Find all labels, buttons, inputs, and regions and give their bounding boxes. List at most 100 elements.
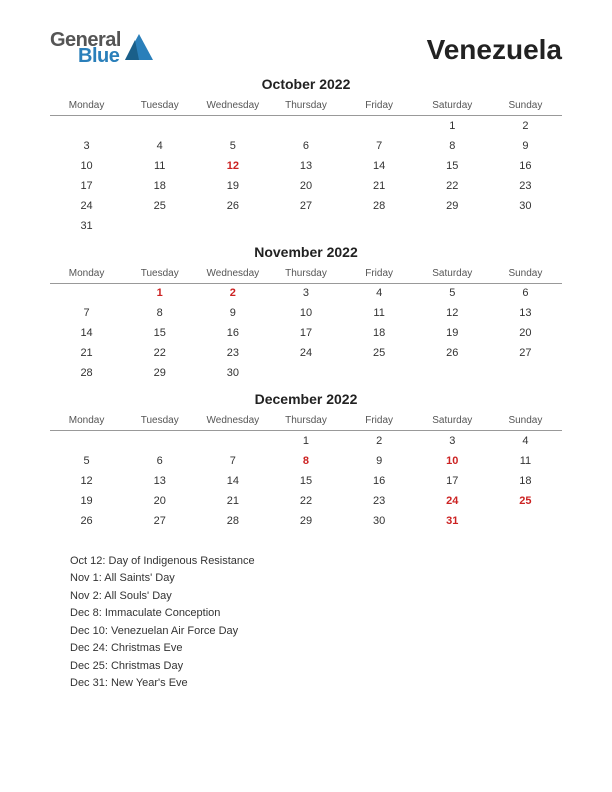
logo: General Blue bbox=[50, 30, 153, 66]
day-cell: 1 bbox=[269, 431, 342, 451]
day-cell: 29 bbox=[269, 511, 342, 531]
day-cell: 1 bbox=[416, 116, 489, 136]
day-cell: 25 bbox=[343, 343, 416, 363]
day-cell: 13 bbox=[489, 303, 562, 323]
day-cell: 26 bbox=[196, 196, 269, 216]
month-title: October 2022 bbox=[50, 76, 562, 92]
day-cell: 12 bbox=[416, 303, 489, 323]
day-cell: 24 bbox=[269, 343, 342, 363]
day-cell: 9 bbox=[489, 136, 562, 156]
day-cell: 1 bbox=[123, 283, 196, 303]
day-cell: 17 bbox=[269, 323, 342, 343]
day-cell: 3 bbox=[50, 136, 123, 156]
day-cell: 17 bbox=[50, 176, 123, 196]
header: General Blue Venezuela bbox=[50, 30, 562, 66]
calendar-month: December 2022 MondayTuesdayWednesdayThurs… bbox=[50, 391, 562, 531]
day-cell: 8 bbox=[269, 451, 342, 471]
calendar-month: October 2022 MondayTuesdayWednesdayThursd… bbox=[50, 76, 562, 236]
day-cell: 21 bbox=[50, 343, 123, 363]
day-cell: 7 bbox=[50, 303, 123, 323]
day-cell bbox=[123, 216, 196, 236]
holiday-entry: Nov 2: All Souls' Day bbox=[70, 588, 562, 605]
week-row: 567891011 bbox=[50, 451, 562, 471]
day-cell: 17 bbox=[416, 471, 489, 491]
holiday-list: Oct 12: Day of Indigenous ResistanceNov … bbox=[50, 553, 562, 692]
day-cell: 10 bbox=[50, 156, 123, 176]
day-header: Wednesday bbox=[196, 411, 269, 431]
week-row: 12131415161718 bbox=[50, 471, 562, 491]
month-title: November 2022 bbox=[50, 244, 562, 260]
day-header: Monday bbox=[50, 264, 123, 284]
day-header: Saturday bbox=[416, 264, 489, 284]
day-cell: 12 bbox=[50, 471, 123, 491]
day-cell: 20 bbox=[489, 323, 562, 343]
day-cell: 8 bbox=[123, 303, 196, 323]
day-cell: 30 bbox=[196, 363, 269, 383]
day-cell: 9 bbox=[343, 451, 416, 471]
day-cell: 29 bbox=[416, 196, 489, 216]
calendar-month: November 2022 MondayTuesdayWednesdayThurs… bbox=[50, 244, 562, 384]
day-cell bbox=[343, 363, 416, 383]
day-cell: 5 bbox=[50, 451, 123, 471]
day-cell: 25 bbox=[123, 196, 196, 216]
day-cell: 22 bbox=[269, 491, 342, 511]
day-cell: 25 bbox=[489, 491, 562, 511]
day-cell: 15 bbox=[269, 471, 342, 491]
month-title: December 2022 bbox=[50, 391, 562, 407]
day-header: Friday bbox=[343, 411, 416, 431]
day-cell: 4 bbox=[343, 283, 416, 303]
week-row: 3456789 bbox=[50, 136, 562, 156]
day-cell: 3 bbox=[269, 283, 342, 303]
week-row: 78910111213 bbox=[50, 303, 562, 323]
day-cell: 26 bbox=[416, 343, 489, 363]
day-cell bbox=[269, 116, 342, 136]
day-cell: 16 bbox=[343, 471, 416, 491]
week-row: 31 bbox=[50, 216, 562, 236]
day-cell: 7 bbox=[196, 451, 269, 471]
week-row: 19202122232425 bbox=[50, 491, 562, 511]
day-cell: 29 bbox=[123, 363, 196, 383]
day-header: Thursday bbox=[269, 411, 342, 431]
day-cell: 15 bbox=[416, 156, 489, 176]
day-cell: 2 bbox=[489, 116, 562, 136]
day-cell: 20 bbox=[123, 491, 196, 511]
day-header: Thursday bbox=[269, 264, 342, 284]
day-header: Monday bbox=[50, 96, 123, 116]
day-cell: 11 bbox=[343, 303, 416, 323]
day-cell: 31 bbox=[416, 511, 489, 531]
week-row: 21222324252627 bbox=[50, 343, 562, 363]
day-cell: 19 bbox=[196, 176, 269, 196]
day-cell bbox=[196, 116, 269, 136]
day-cell: 10 bbox=[269, 303, 342, 323]
day-cell: 24 bbox=[50, 196, 123, 216]
holiday-entry: Dec 10: Venezuelan Air Force Day bbox=[70, 623, 562, 640]
day-cell: 23 bbox=[343, 491, 416, 511]
day-cell: 14 bbox=[50, 323, 123, 343]
day-cell: 15 bbox=[123, 323, 196, 343]
logo-word-blue: Blue bbox=[78, 46, 121, 66]
month-table: MondayTuesdayWednesdayThursdayFridaySatu… bbox=[50, 264, 562, 384]
day-header: Wednesday bbox=[196, 96, 269, 116]
day-cell: 27 bbox=[123, 511, 196, 531]
day-cell bbox=[489, 363, 562, 383]
day-cell: 30 bbox=[343, 511, 416, 531]
day-cell: 14 bbox=[343, 156, 416, 176]
day-cell: 22 bbox=[123, 343, 196, 363]
day-cell: 30 bbox=[489, 196, 562, 216]
day-header: Saturday bbox=[416, 411, 489, 431]
week-row: 10111213141516 bbox=[50, 156, 562, 176]
day-header: Tuesday bbox=[123, 96, 196, 116]
day-header: Monday bbox=[50, 411, 123, 431]
day-header: Thursday bbox=[269, 96, 342, 116]
day-cell: 23 bbox=[489, 176, 562, 196]
day-cell: 13 bbox=[269, 156, 342, 176]
holiday-entry: Dec 24: Christmas Eve bbox=[70, 640, 562, 657]
day-cell: 18 bbox=[489, 471, 562, 491]
day-header: Wednesday bbox=[196, 264, 269, 284]
day-cell: 4 bbox=[489, 431, 562, 451]
day-cell: 5 bbox=[416, 283, 489, 303]
holiday-entry: Dec 25: Christmas Day bbox=[70, 658, 562, 675]
day-cell: 13 bbox=[123, 471, 196, 491]
month-table: MondayTuesdayWednesdayThursdayFridaySatu… bbox=[50, 411, 562, 531]
holiday-entry: Dec 8: Immaculate Conception bbox=[70, 605, 562, 622]
